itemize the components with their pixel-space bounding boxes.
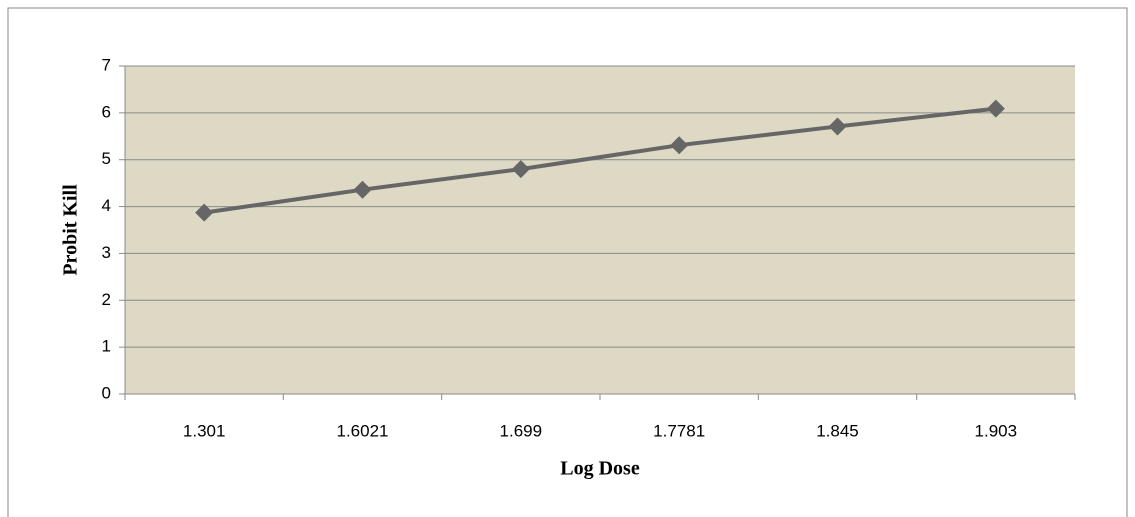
y-tick-label: 0: [102, 383, 111, 402]
x-tick-label: 1.6021: [337, 421, 389, 440]
data-point: [828, 117, 847, 136]
y-tick-label: 1: [102, 337, 111, 356]
y-axis-title: Probit Kill: [60, 184, 82, 276]
y-tick-label: 7: [102, 55, 111, 74]
y-tick-label: 6: [102, 102, 111, 121]
x-tick-label: 1.845: [816, 421, 859, 440]
x-axis-title: Log Dose: [560, 458, 640, 480]
data-point: [986, 99, 1005, 118]
x-tick-label: 1.699: [500, 421, 543, 440]
y-tick-label: 2: [102, 290, 111, 309]
x-tick-label: 1.301: [183, 421, 226, 440]
data-point: [353, 180, 372, 199]
y-tick-label: 3: [102, 243, 111, 262]
y-tick-label: 4: [102, 196, 111, 215]
data-line: [203, 106, 997, 215]
data-point: [195, 203, 214, 222]
data-point: [670, 136, 689, 155]
y-tick-label: 5: [102, 149, 111, 168]
plot-area: [125, 66, 1075, 394]
data-point: [511, 160, 530, 179]
chart-frame: [7, 7, 1128, 517]
x-tick-label: 1.7781: [653, 421, 705, 440]
x-tick-label: 1.903: [975, 421, 1018, 440]
